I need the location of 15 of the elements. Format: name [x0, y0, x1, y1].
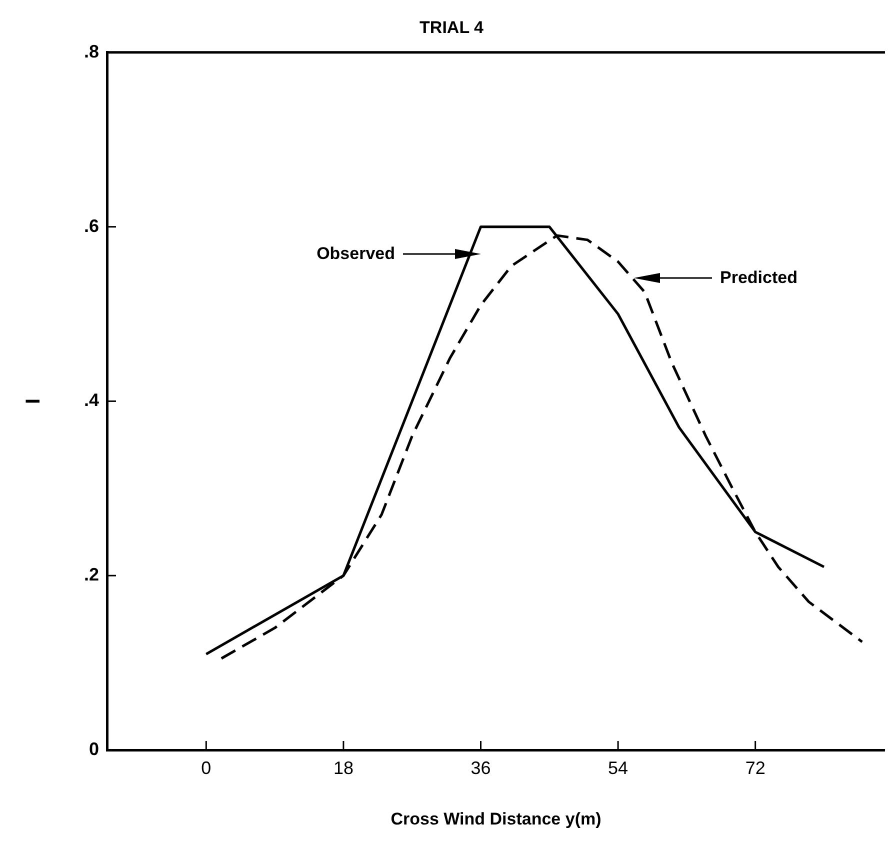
x-tick-label: 72 — [745, 758, 766, 778]
x-axis-title: Cross Wind Distance y(m) — [390, 809, 602, 828]
y-tick-label: .2 — [84, 564, 100, 585]
y-tick-label: 0 — [88, 738, 100, 759]
x-tick-label: 18 — [333, 758, 354, 778]
x-tick-label: 0 — [201, 758, 212, 778]
y-tick-label: .6 — [84, 216, 100, 236]
y-tick-label: .8 — [84, 41, 100, 62]
y-axis-title: I — [22, 398, 45, 404]
chart-title: TRIAL 4 — [420, 18, 484, 37]
x-tick-label: 54 — [608, 758, 628, 778]
y-tick-label: .4 — [84, 390, 100, 410]
x-tick-label: 36 — [470, 758, 491, 778]
annotation: Observed — [316, 243, 395, 265]
annotation: Predicted — [720, 267, 798, 289]
